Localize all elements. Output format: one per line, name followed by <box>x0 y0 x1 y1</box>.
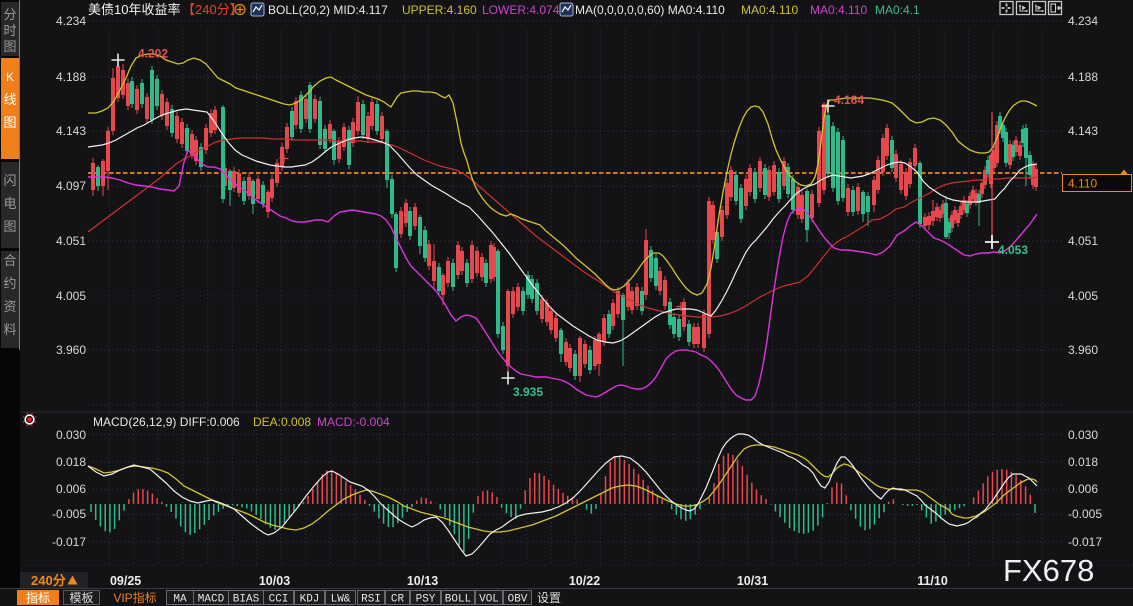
svg-text:图: 图 <box>3 115 16 130</box>
svg-text:BOLL: BOLL <box>445 594 471 606</box>
svg-text:VIP指标: VIP指标 <box>113 590 156 605</box>
svg-text:3.960: 3.960 <box>1068 343 1098 357</box>
svg-text:10/31: 10/31 <box>737 574 768 588</box>
svg-text:3.960: 3.960 <box>56 343 86 357</box>
svg-text:VOL: VOL <box>479 594 499 606</box>
svg-text:10/13: 10/13 <box>407 574 438 588</box>
svg-text:0.006: 0.006 <box>1068 482 1098 496</box>
svg-text:资: 资 <box>3 299 16 314</box>
svg-text:合: 合 <box>3 253 16 268</box>
svg-text:4.234: 4.234 <box>1068 14 1098 28</box>
svg-text:0.018: 0.018 <box>1068 455 1098 469</box>
svg-text:10/22: 10/22 <box>569 574 600 588</box>
svg-text:4.164: 4.164 <box>834 93 864 107</box>
svg-text:分: 分 <box>3 7 16 22</box>
svg-text:LOWER:4.074: LOWER:4.074 <box>482 3 560 17</box>
svg-text:FX678: FX678 <box>1003 553 1094 588</box>
svg-text:10/03: 10/03 <box>259 574 290 588</box>
svg-text:4.110: 4.110 <box>1068 177 1097 191</box>
svg-text:【240分】: 【240分】 <box>182 2 243 17</box>
svg-text:4.202: 4.202 <box>138 47 168 61</box>
svg-text:美债10年收益率: 美债10年收益率 <box>88 2 180 17</box>
svg-text:4.188: 4.188 <box>56 70 86 84</box>
svg-text:KDJ: KDJ <box>300 594 320 606</box>
svg-text:-0.017: -0.017 <box>52 535 86 549</box>
svg-text:图: 图 <box>3 219 16 234</box>
svg-text:时: 时 <box>3 23 16 38</box>
svg-text:模板: 模板 <box>69 591 93 605</box>
svg-text:电: 电 <box>3 196 16 211</box>
svg-text:0.030: 0.030 <box>56 428 86 442</box>
svg-text:-0.017: -0.017 <box>1068 535 1102 549</box>
svg-text:09/25: 09/25 <box>110 574 141 588</box>
svg-text:RSI: RSI <box>361 594 381 606</box>
svg-text:DEA:0.008: DEA:0.008 <box>253 415 311 429</box>
svg-text:4.053: 4.053 <box>998 243 1028 257</box>
svg-text:0.006: 0.006 <box>56 482 86 496</box>
svg-text:约: 约 <box>3 276 16 291</box>
svg-text:CCI: CCI <box>269 594 289 606</box>
svg-text:11/10: 11/10 <box>917 574 948 588</box>
svg-text:线: 线 <box>3 92 16 107</box>
svg-text:240分: 240分 <box>31 573 66 588</box>
svg-text:4.143: 4.143 <box>56 124 86 138</box>
svg-text:MA0:4.1: MA0:4.1 <box>875 3 920 17</box>
svg-text:LW&: LW& <box>331 594 351 606</box>
svg-text:MACD: MACD <box>198 594 225 606</box>
svg-text:-0.005: -0.005 <box>52 507 86 521</box>
svg-text:MACD(26,12,9) DIFF:0.006: MACD(26,12,9) DIFF:0.006 <box>93 415 240 429</box>
svg-text:图: 图 <box>3 39 16 54</box>
svg-text:4.188: 4.188 <box>1068 70 1098 84</box>
svg-text:0.018: 0.018 <box>56 455 86 469</box>
svg-text:4.143: 4.143 <box>1068 124 1098 138</box>
svg-text:闪: 闪 <box>3 173 16 188</box>
svg-text:MA0:4.110: MA0:4.110 <box>810 3 867 17</box>
svg-text:OBV: OBV <box>508 594 528 606</box>
svg-text:MA(0,0,0,0,0,60) MA0:4.110: MA(0,0,0,0,0,60) MA0:4.110 <box>575 3 725 17</box>
svg-text:设置: 设置 <box>537 591 561 605</box>
svg-text:4.005: 4.005 <box>56 289 86 303</box>
svg-text:4.051: 4.051 <box>1068 234 1098 248</box>
svg-text:-0.005: -0.005 <box>1068 507 1102 521</box>
svg-text:CR: CR <box>391 594 405 606</box>
svg-text:MACD:-0.004: MACD:-0.004 <box>317 415 390 429</box>
svg-text:BOLL(20,2) MID:4.117: BOLL(20,2) MID:4.117 <box>268 3 388 17</box>
svg-text:4.005: 4.005 <box>1068 289 1098 303</box>
svg-text:MA: MA <box>173 594 187 606</box>
svg-text:0.030: 0.030 <box>1068 428 1098 442</box>
svg-text:料: 料 <box>3 322 16 337</box>
svg-text:K: K <box>6 70 14 84</box>
svg-text:4.051: 4.051 <box>56 234 86 248</box>
svg-text:指标: 指标 <box>26 590 50 605</box>
svg-text:4.234: 4.234 <box>56 14 86 28</box>
svg-text:3.935: 3.935 <box>513 385 543 399</box>
svg-text:PSY: PSY <box>416 594 436 606</box>
svg-text:BIAS: BIAS <box>233 594 260 606</box>
svg-text:4.097: 4.097 <box>56 179 86 193</box>
svg-text:UPPER:4.160: UPPER:4.160 <box>402 3 477 17</box>
svg-text:MA0:4.110: MA0:4.110 <box>741 3 798 17</box>
